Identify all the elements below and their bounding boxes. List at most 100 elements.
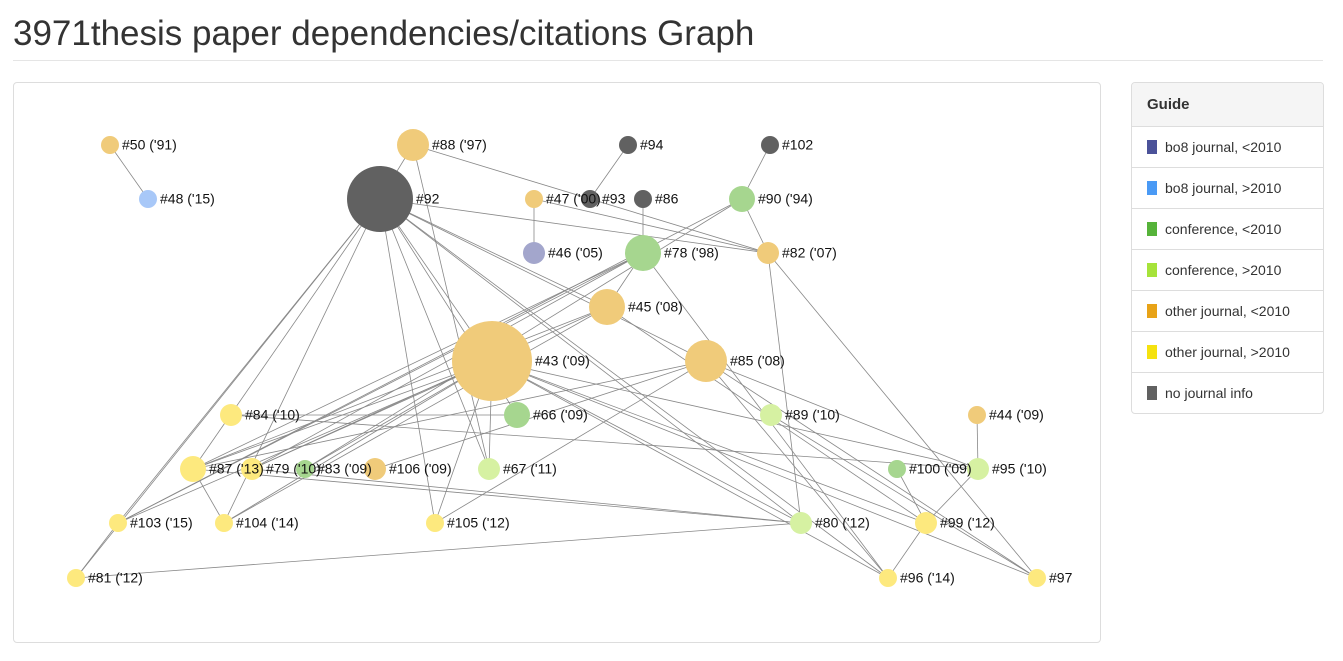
node (220, 404, 242, 426)
node-label: #99 ('12) (940, 515, 995, 531)
edge (887, 522, 927, 579)
node (397, 129, 429, 161)
node-label: #67 ('11) (503, 461, 557, 477)
node (1028, 569, 1046, 587)
edge (705, 360, 1038, 579)
edge (767, 252, 802, 524)
guide-list: bo8 journal, <2010 bo8 journal, >2010 conf… (1132, 127, 1323, 413)
guide-item: other journal, >2010 (1132, 332, 1323, 373)
edge (491, 360, 889, 579)
node-label: #45 ('08) (628, 299, 683, 315)
node (478, 458, 500, 480)
node-label: #47 ('00) (546, 191, 601, 207)
node-label: #86 (655, 191, 679, 207)
edge (192, 198, 381, 470)
node-label: #44 ('09) (989, 407, 1044, 423)
node (525, 190, 543, 208)
edge (192, 306, 608, 470)
node (685, 340, 727, 382)
edge (379, 198, 707, 362)
guide-item: other journal, <2010 (1132, 291, 1323, 332)
node-label: #88 ('97) (432, 137, 487, 153)
node (634, 190, 652, 208)
node-label: #102 (782, 137, 813, 153)
guide-label: bo8 journal, <2010 (1165, 139, 1282, 155)
node (426, 514, 444, 532)
edge (705, 360, 889, 579)
node (625, 235, 661, 271)
guide-item: bo8 journal, >2010 (1132, 168, 1323, 209)
node-label: #87 ('13) (209, 461, 264, 477)
graph-panel: #50 ('91) #48 ('15) #88 ('97) #92 #94 #102 #47… (13, 82, 1101, 643)
guide-label: bo8 journal, >2010 (1165, 180, 1282, 196)
node (968, 406, 986, 424)
edge (379, 198, 490, 470)
node-label: #100 ('09) (909, 461, 972, 477)
node (967, 458, 989, 480)
node-label: #96 ('14) (900, 570, 955, 586)
node-label: #48 ('15) (160, 191, 215, 207)
guide-item: no journal info (1132, 373, 1323, 413)
node (504, 402, 530, 428)
edge (533, 198, 769, 254)
node (879, 569, 897, 587)
node-label: #81 ('12) (88, 570, 143, 586)
node (139, 190, 157, 208)
node-label: #83 ('09) (317, 461, 372, 477)
guide-label: conference, >2010 (1165, 262, 1282, 278)
guide-panel: Guide bo8 journal, <2010 bo8 journal, >20… (1131, 82, 1324, 414)
guide-swatch (1147, 386, 1157, 400)
guide-label: other journal, >2010 (1165, 344, 1290, 360)
node (761, 136, 779, 154)
edge (374, 360, 707, 470)
edge (434, 360, 707, 524)
edge (925, 468, 979, 524)
node-label: #80 ('12) (815, 515, 870, 531)
node (364, 458, 386, 480)
node-label: #90 ('94) (758, 191, 813, 207)
edge (767, 252, 1038, 579)
guide-swatch (1147, 140, 1157, 154)
edge (491, 360, 802, 524)
edge (230, 414, 979, 470)
edge (75, 522, 119, 579)
guide-label: other journal, <2010 (1165, 303, 1290, 319)
node (215, 514, 233, 532)
guide-swatch (1147, 263, 1157, 277)
node (101, 136, 119, 154)
guide-label: no journal info (1165, 385, 1253, 401)
node (757, 242, 779, 264)
node (241, 458, 263, 480)
edge (192, 468, 802, 524)
node (109, 514, 127, 532)
node-label: #66 ('09) (533, 407, 588, 423)
edge (251, 468, 802, 524)
node (347, 166, 413, 232)
edge (379, 198, 802, 524)
guide-item: bo8 journal, <2010 (1132, 127, 1323, 168)
node (729, 186, 755, 212)
node (589, 289, 625, 325)
node-label: #94 (640, 137, 664, 153)
node (915, 512, 937, 534)
edge (770, 414, 1038, 579)
edge (379, 198, 436, 524)
edge (491, 360, 1038, 579)
node-label: #84 ('10) (245, 407, 300, 423)
edge (75, 198, 381, 579)
edge (705, 360, 979, 470)
page-title: 3971thesis paper dependencies/citations … (13, 14, 755, 53)
node-label: #105 ('12) (447, 515, 510, 531)
node-label: #93 (602, 191, 626, 207)
guide-label: conference, <2010 (1165, 221, 1282, 237)
node-label: #50 ('91) (122, 137, 177, 153)
guide-swatch (1147, 181, 1157, 195)
edge (251, 252, 644, 470)
node (581, 190, 599, 208)
edge (75, 522, 802, 579)
node-label: #43 ('09) (535, 353, 590, 369)
node (452, 321, 532, 401)
edge (223, 360, 493, 524)
guide-swatch (1147, 345, 1157, 359)
